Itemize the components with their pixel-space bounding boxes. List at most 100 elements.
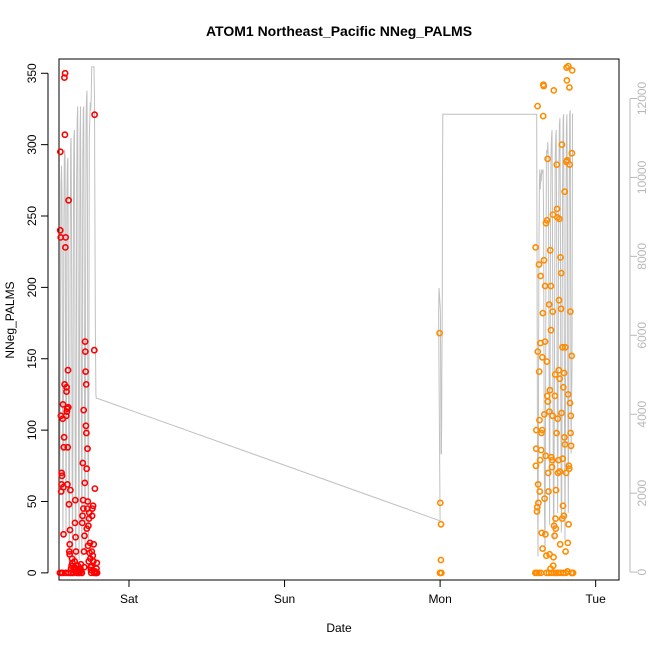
data-point-series-1	[61, 131, 69, 139]
data-point-series-1	[72, 548, 80, 555]
data-point-series-2	[548, 463, 556, 471]
data-point-series-2	[535, 261, 543, 268]
data-point-series-2	[559, 502, 567, 510]
data-point-series-2	[539, 545, 546, 552]
data-point-series-2	[543, 216, 551, 224]
data-point-series-2	[535, 368, 543, 375]
chart-title: ATOM1 Northeast_Pacific NNeg_PALMS	[206, 23, 472, 39]
points-layer	[56, 62, 577, 577]
data-point-series-2	[544, 398, 552, 405]
data-point-series-1	[91, 111, 98, 119]
data-point-series-2	[558, 409, 565, 417]
data-point-series-1	[61, 74, 68, 81]
data-point-series-2	[544, 155, 551, 163]
data-point-series-1	[80, 563, 88, 571]
data-point-series-1	[79, 459, 87, 467]
data-point-series-2	[565, 462, 573, 470]
data-point-series-2	[564, 390, 572, 398]
data-point-series-2	[545, 301, 553, 308]
data-point-series-1	[60, 443, 68, 451]
data-point-series-2	[560, 369, 568, 377]
data-point-series-2	[553, 205, 561, 213]
data-point-series-2	[540, 410, 548, 418]
data-point-series-1	[71, 496, 79, 504]
data-point-series-2	[549, 412, 556, 420]
data-point-series-2	[536, 416, 543, 424]
data-point-series-1	[93, 559, 101, 567]
data-point-series-1	[90, 540, 98, 548]
y2-tick-label: 12000	[635, 81, 649, 115]
data-point-series-1	[83, 429, 90, 437]
data-point-series-1	[65, 548, 73, 555]
data-point-series-2	[543, 552, 550, 560]
data-point-series-1	[60, 433, 68, 441]
data-point-series-1	[83, 465, 91, 473]
y2-tick-label: 8000	[635, 243, 649, 270]
data-point-series-1	[84, 445, 91, 453]
data-point-series-2	[562, 548, 569, 555]
x-tick-label: Sun	[274, 592, 295, 606]
data-point-series-2	[568, 67, 576, 74]
data-point-series-1	[93, 569, 101, 577]
data-point-series-2	[532, 462, 540, 470]
data-point-series-2	[537, 446, 545, 454]
data-point-series-2	[555, 296, 563, 304]
y-tick-label: 150	[25, 348, 39, 368]
data-point-series-2	[556, 540, 564, 548]
data-point-series-2	[540, 82, 548, 90]
data-point-series-1	[80, 406, 88, 414]
altitude-line	[59, 66, 574, 565]
data-point-series-1	[82, 368, 89, 375]
data-point-series-2	[552, 486, 560, 494]
data-point-series-2	[541, 338, 549, 345]
data-point-series-2	[561, 343, 569, 351]
data-point-series-1	[64, 443, 72, 451]
data-point-series-2	[569, 569, 577, 577]
data-point-series-1	[63, 383, 70, 391]
data-point-series-1	[71, 558, 79, 565]
data-point-series-2	[538, 426, 546, 434]
data-point-series-2	[566, 161, 574, 168]
data-point-series-2	[552, 515, 559, 522]
data-point-series-1	[58, 469, 65, 477]
data-point-series-2	[534, 102, 541, 110]
data-point-series-2	[566, 308, 574, 315]
data-point-series-1	[59, 569, 66, 577]
data-point-series-2	[545, 408, 553, 415]
y-tick-label: 50	[25, 494, 39, 508]
data-point-series-2	[535, 569, 543, 577]
y-tick-label: 0	[25, 569, 39, 576]
data-point-series-1	[64, 403, 72, 411]
data-point-series-2	[539, 112, 547, 120]
altitude-layer	[59, 66, 574, 565]
data-point-series-2	[556, 375, 564, 383]
data-point-series-2	[548, 456, 556, 464]
data-point-series-1	[81, 532, 88, 540]
data-point-series-1	[59, 400, 67, 408]
y-tick-label: 250	[25, 206, 39, 226]
y2-tick-label: 2000	[635, 479, 649, 506]
data-point-series-1	[82, 422, 90, 430]
data-point-series-1	[78, 519, 86, 527]
data-point-series-2	[564, 539, 572, 547]
data-point-series-1	[56, 226, 64, 234]
data-point-series-2	[551, 392, 559, 400]
data-point-series-2	[558, 141, 566, 148]
y2-tick-label: 4000	[635, 401, 649, 428]
data-point-series-2	[543, 358, 551, 365]
data-point-series-2	[541, 495, 548, 502]
data-point-series-2	[565, 520, 572, 528]
data-point-series-1	[79, 512, 86, 520]
data-point-series-2	[437, 520, 445, 528]
data-point-series-1	[81, 479, 89, 487]
data-point-series-2	[555, 366, 563, 374]
data-point-series-1	[66, 526, 74, 534]
data-point-series-2	[547, 282, 555, 290]
data-point-series-2	[566, 399, 574, 407]
y-tick-label: 300	[25, 134, 39, 154]
data-point-series-1	[81, 338, 89, 345]
x-tick-label: Tue	[586, 592, 607, 606]
y2-tick-label: 6000	[635, 322, 649, 349]
data-point-series-2	[559, 343, 566, 351]
data-point-series-1	[71, 519, 79, 527]
